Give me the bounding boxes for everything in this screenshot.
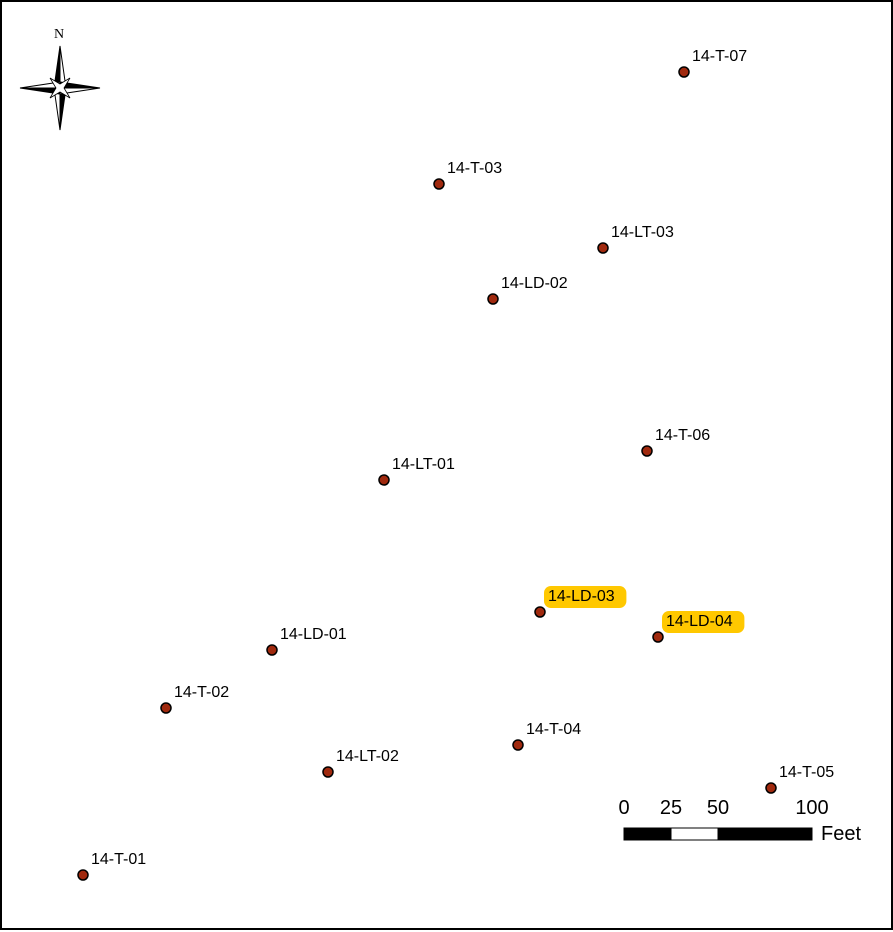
sample-point-14-t-06: 14-T-06: [641, 427, 710, 457]
point-label: 14-T-02: [174, 684, 229, 701]
scale-tick-25: 25: [660, 797, 682, 819]
sample-point-14-ld-04: 14-LD-04: [652, 611, 745, 643]
scale-segment-50-100: [717, 827, 813, 841]
sample-point-14-t-05: 14-T-05: [765, 764, 834, 794]
point-marker: [678, 66, 690, 78]
sample-point-14-t-02: 14-T-02: [160, 684, 229, 714]
sample-point-14-lt-02: 14-LT-02: [322, 748, 399, 778]
sample-point-14-lt-03: 14-LT-03: [597, 224, 674, 254]
scale-segment-0-25: [623, 827, 672, 841]
point-marker: [322, 766, 334, 778]
point-marker: [641, 445, 653, 457]
scale-bar: 0 25 50 100 Feet: [618, 797, 861, 845]
point-marker: [534, 606, 546, 618]
scale-tick-100: 100: [795, 797, 828, 819]
point-label: 14-LD-02: [501, 275, 568, 292]
point-label: 14-T-06: [655, 427, 710, 444]
point-label: 14-T-05: [779, 764, 834, 781]
point-label: 14-LT-01: [392, 456, 455, 473]
label-highlight: [662, 611, 745, 633]
point-label: 14-T-01: [91, 851, 146, 868]
sample-point-14-t-01: 14-T-01: [77, 851, 146, 881]
point-label: 14-LD-01: [280, 626, 347, 643]
north-arrow-icon: N: [19, 27, 101, 131]
point-marker: [77, 869, 89, 881]
sample-point-14-ld-01: 14-LD-01: [266, 626, 347, 656]
point-marker: [765, 782, 777, 794]
scale-tick-0: 0: [618, 797, 629, 819]
north-label: N: [54, 27, 64, 42]
scale-segment-25-50: [670, 827, 719, 841]
point-label: 14-T-04: [526, 721, 581, 738]
point-label: 14-T-03: [447, 160, 502, 177]
point-label: 14-T-07: [692, 48, 747, 65]
scale-unit: Feet: [821, 823, 861, 845]
sample-point-14-t-03: 14-T-03: [433, 160, 502, 190]
point-marker: [433, 178, 445, 190]
scale-tick-50: 50: [707, 797, 729, 819]
sample-point-14-ld-03: 14-LD-03: [534, 586, 627, 618]
sample-point-14-t-04: 14-T-04: [512, 721, 581, 751]
point-label: 14-LD-04: [666, 613, 733, 630]
point-marker: [160, 702, 172, 714]
point-marker: [597, 242, 609, 254]
sample-point-14-ld-02: 14-LD-02: [487, 275, 568, 305]
point-label: 14-LT-02: [336, 748, 399, 765]
point-label: 14-LD-03: [548, 588, 615, 605]
point-marker: [512, 739, 524, 751]
point-marker: [487, 293, 499, 305]
label-highlight: [544, 586, 627, 608]
sample-points-layer: 14-T-07 14-T-03 14-LT-03 14-LD-02 14-T-06 14-…: [77, 48, 834, 881]
point-label: 14-LT-03: [611, 224, 674, 241]
point-marker: [266, 644, 278, 656]
point-marker: [378, 474, 390, 486]
sample-point-14-lt-01: 14-LT-01: [378, 456, 455, 486]
sample-point-14-t-07: 14-T-07: [678, 48, 747, 78]
point-marker: [652, 631, 664, 643]
